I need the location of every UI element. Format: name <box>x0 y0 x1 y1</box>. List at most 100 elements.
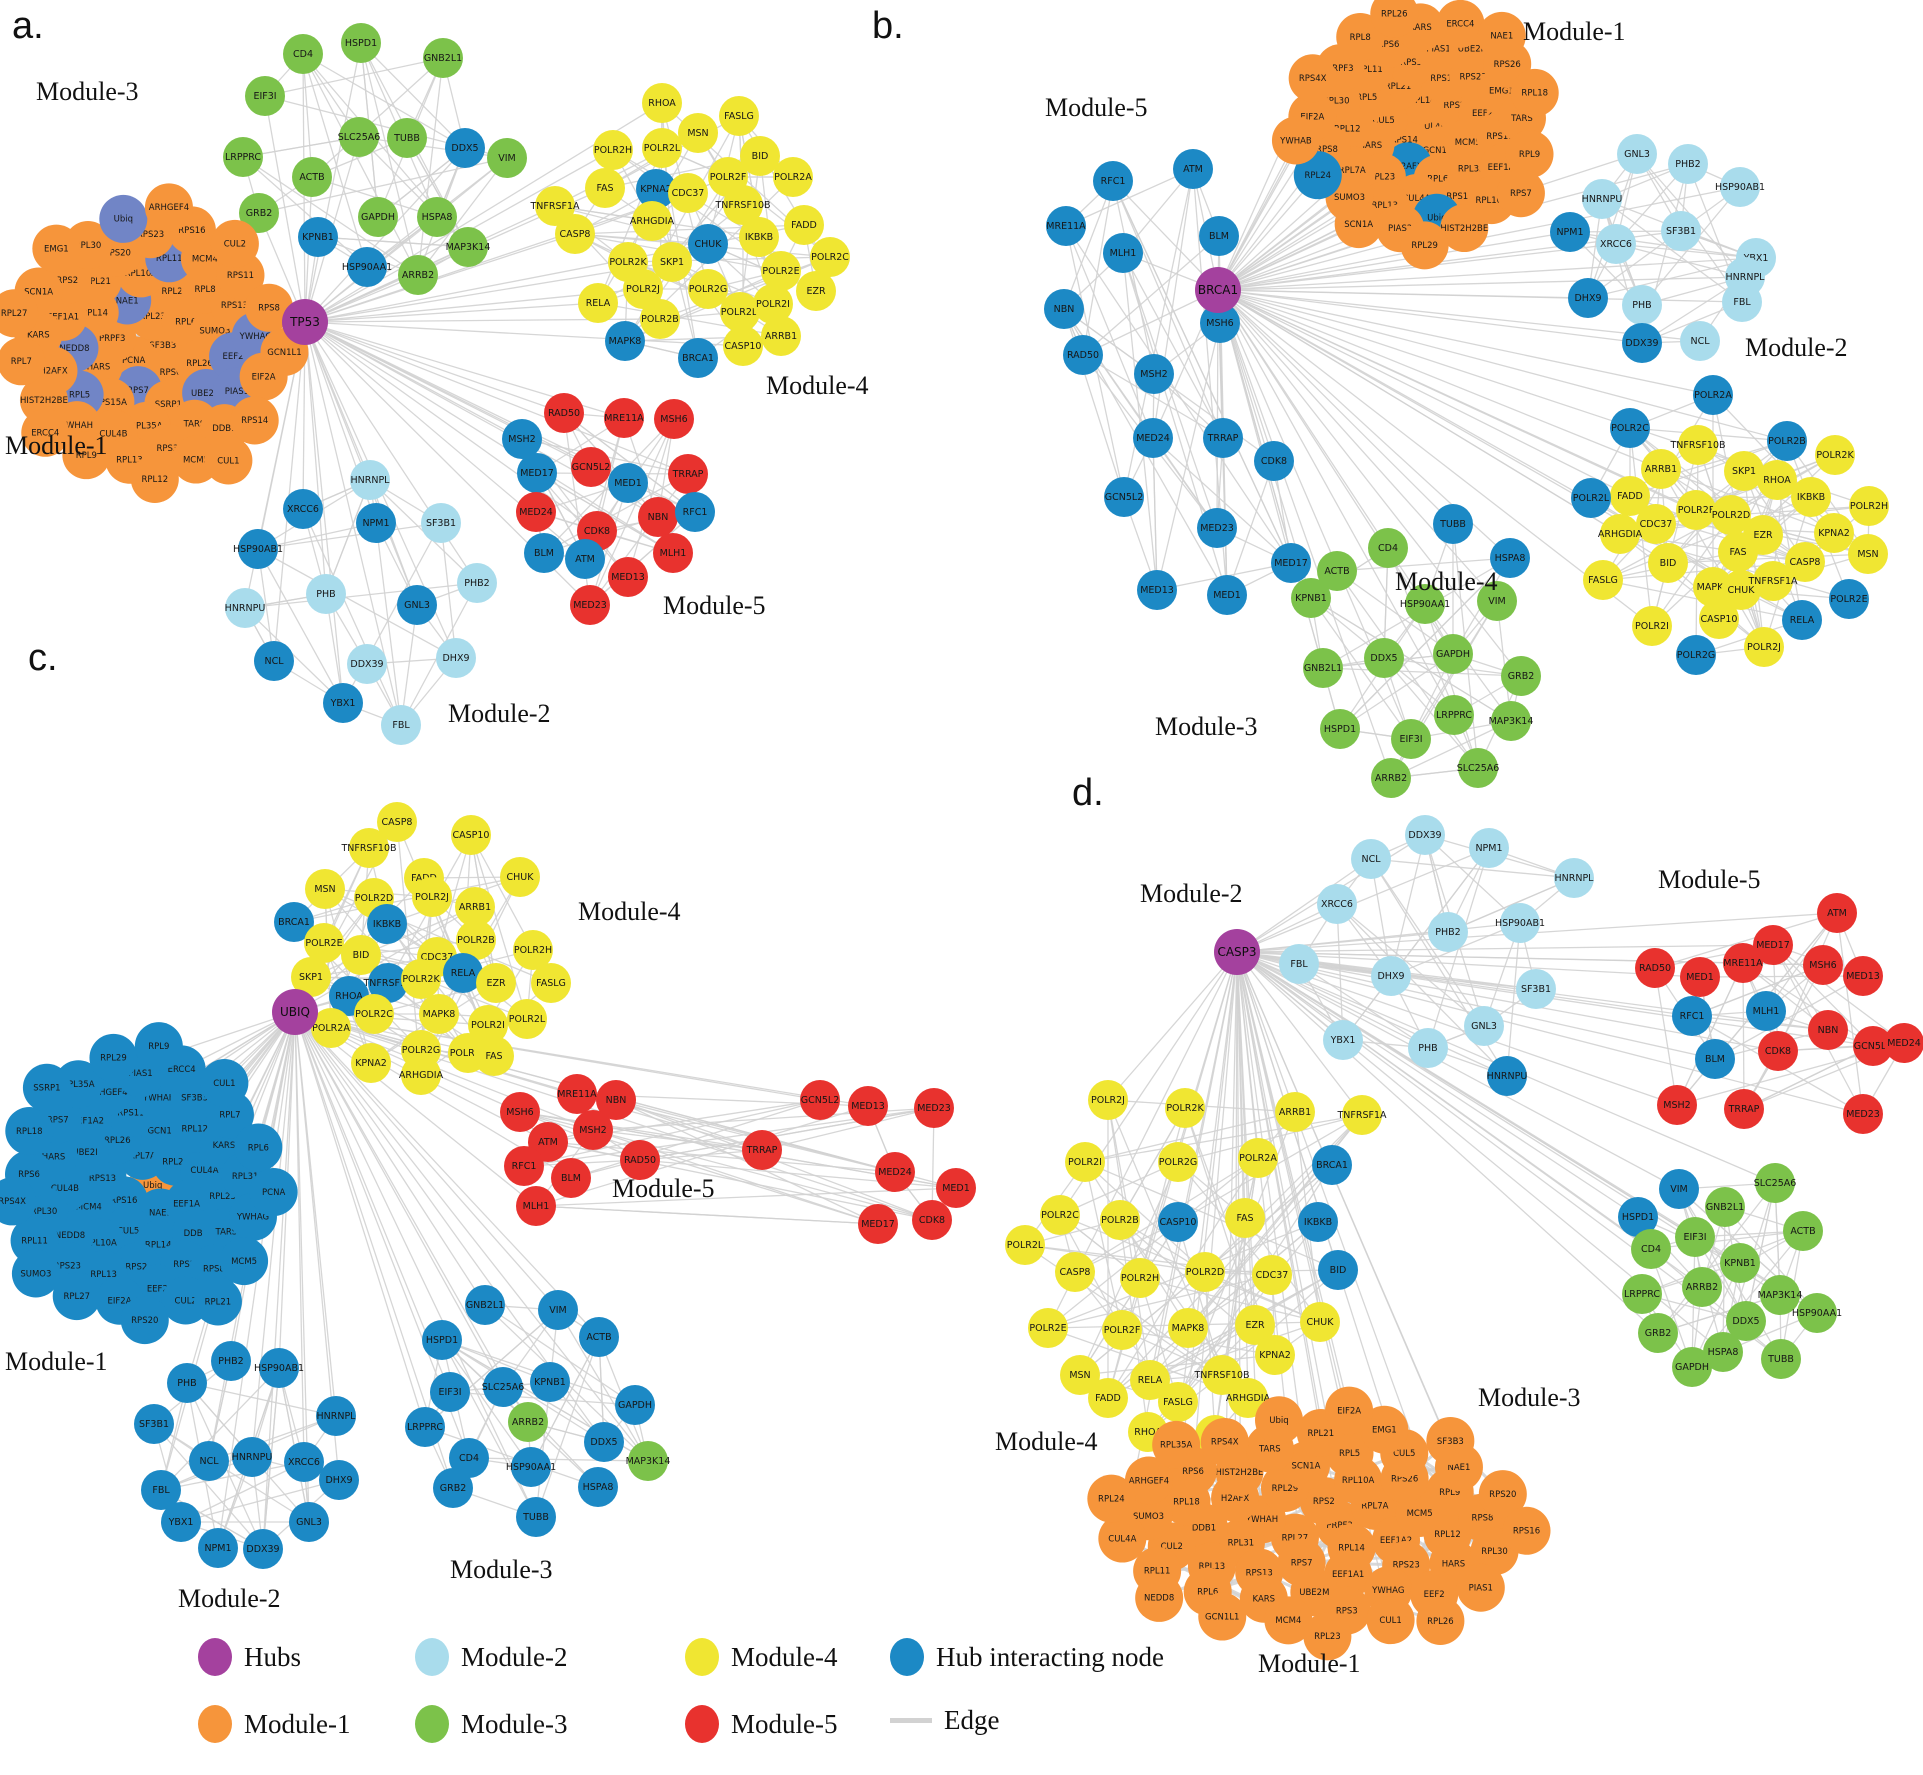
svg-text:SF3B3: SF3B3 <box>181 1094 208 1104</box>
svg-text:FAS: FAS <box>596 183 613 194</box>
edge <box>1336 570 1479 769</box>
svg-text:TARS: TARS <box>183 420 206 430</box>
svg-text:CUL1: CUL1 <box>213 1079 235 1089</box>
node-SF3B1: SF3B1 <box>134 1404 174 1444</box>
edge <box>1217 231 1571 291</box>
svg-text:RPS15A: RPS15A <box>94 398 127 408</box>
node-ACTB: ACTB <box>1317 551 1357 591</box>
svg-text:NBN: NBN <box>606 1095 627 1106</box>
node-TNFRSF1A: TNFRSF1A <box>529 186 580 226</box>
svg-text:EMG1: EMG1 <box>1372 1426 1397 1436</box>
svg-text:POLR2D: POLR2D <box>1712 510 1750 521</box>
svg-text:MCM4: MCM4 <box>192 254 218 264</box>
node-RPL26: RPL26 <box>1416 1596 1465 1645</box>
edge <box>1217 289 1662 470</box>
edge <box>1217 289 1714 396</box>
edge <box>1695 444 1699 656</box>
node-VIM: VIM <box>487 138 527 178</box>
node-MSN: MSN <box>1848 534 1888 574</box>
edge <box>1678 1188 1747 1322</box>
node-EZR: EZR <box>796 271 836 311</box>
svg-text:MCM4: MCM4 <box>1275 1616 1301 1626</box>
node-KPNA2: KPNA2 <box>1255 1335 1295 1375</box>
svg-text:FBL: FBL <box>152 1485 170 1496</box>
svg-text:CUL4A: CUL4A <box>1402 194 1430 204</box>
svg-text:POLR2H: POLR2H <box>594 145 632 156</box>
legend-item-module-1: Module-1 <box>198 1705 350 1743</box>
edge <box>1217 289 1454 525</box>
node-RPL8: RPL8 <box>1336 12 1385 61</box>
svg-text:ARRB1: ARRB1 <box>765 331 797 342</box>
svg-text:GNL3: GNL3 <box>1471 1021 1497 1032</box>
svg-text:PIAS1: PIAS1 <box>1426 45 1450 55</box>
module-2-swatch <box>415 1638 449 1676</box>
node-MAP3K14: MAP3K14 <box>626 1441 670 1481</box>
svg-text:MLH1: MLH1 <box>1753 1006 1780 1017</box>
svg-text:YWHAB: YWHAB <box>1279 136 1312 146</box>
node-SKP1: SKP1 <box>1724 451 1764 491</box>
svg-text:RAD50: RAD50 <box>548 408 580 419</box>
node-POLR2K: POLR2K <box>1815 435 1855 475</box>
edge <box>1204 1271 1216 1436</box>
node-LRPPRC: LRPPRC <box>405 1407 445 1447</box>
edge <box>1084 1114 1363 1163</box>
legend-item-module-2: Module-2 <box>415 1638 567 1676</box>
svg-text:ERCC4: ERCC4 <box>31 429 59 439</box>
edge <box>1079 1354 1276 1376</box>
svg-text:VIM: VIM <box>498 153 516 164</box>
node-RPL7: RPL7 <box>0 337 46 386</box>
svg-text:IKBKB: IKBKB <box>1797 492 1825 503</box>
node-CASP10: CASP10 <box>723 326 763 366</box>
node-HNRNPU: HNRNPU <box>1582 179 1622 219</box>
svg-text:POLR2G: POLR2G <box>1677 650 1716 661</box>
svg-text:HSP90AB1: HSP90AB1 <box>1495 918 1545 929</box>
svg-text:RPS14: RPS14 <box>241 416 268 426</box>
svg-text:POLR2I: POLR2I <box>471 1020 505 1031</box>
node-FBL: FBL <box>381 705 421 745</box>
svg-text:NPM1: NPM1 <box>204 1543 231 1554</box>
svg-text:NAE1: NAE1 <box>149 1208 172 1218</box>
node-GCN5L2: GCN5L2 <box>571 447 611 487</box>
edge <box>304 321 327 595</box>
labels-layer: Module-4 Module-5 Module-1 Module-2 Module-3… <box>5 637 715 1613</box>
node-SLC25A6: SLC25A6 <box>338 117 380 157</box>
svg-text:RPL21: RPL21 <box>1308 1429 1335 1439</box>
node-MED17: MED17 <box>1753 925 1793 965</box>
node-GNB2L1: GNB2L1 <box>1303 648 1343 688</box>
svg-text:TRRAP: TRRAP <box>1207 433 1239 444</box>
labels-layer: Module-2 Module-5 Module-3 Module-4 Module-1… <box>995 772 1761 1678</box>
svg-text:POLR2K: POLR2K <box>402 974 440 985</box>
svg-text:NBN: NBN <box>1054 304 1075 315</box>
svg-text:EIF3I: EIF3I <box>1399 734 1422 745</box>
node-MCM5: MCM5 <box>220 1237 269 1286</box>
svg-text:RPL10A: RPL10A <box>125 269 158 279</box>
node-NBN: NBN <box>638 497 678 537</box>
svg-text:CASP10: CASP10 <box>453 830 490 841</box>
node-CHUK: CHUK <box>500 857 540 897</box>
svg-text:RPS8: RPS8 <box>203 1265 225 1275</box>
svg-text:RPL11: RPL11 <box>1356 65 1383 75</box>
node-FAS: FAS <box>1718 532 1758 572</box>
node-TNFRSF1A: TNFRSF1A <box>1747 561 1798 601</box>
edge <box>1742 962 1745 1110</box>
edge <box>468 1457 649 1462</box>
svg-text:SF3B3: SF3B3 <box>1437 1437 1464 1447</box>
svg-text:PHB: PHB <box>1418 1043 1437 1054</box>
node-BRCA1: BRCA1 <box>1312 1145 1352 1185</box>
node-RFC1: RFC1 <box>675 492 715 532</box>
node-IKBKB: IKBKB <box>1791 477 1831 517</box>
svg-text:RPS20: RPS20 <box>1489 1490 1516 1500</box>
edge <box>627 418 675 578</box>
svg-text:EEF1A1: EEF1A1 <box>1332 1570 1364 1580</box>
node-HSP90AB1: HSP90AB1 <box>254 1348 304 1388</box>
svg-text:RPL29: RPL29 <box>162 287 189 297</box>
edge <box>659 256 831 320</box>
node-GNL3: GNL3 <box>397 585 437 625</box>
legend-label: Hub interacting node <box>936 1641 1164 1672</box>
node-MAPK8: MAPK8 <box>1168 1308 1208 1348</box>
node-POLR2I: POLR2I <box>1065 1142 1105 1182</box>
node-RPS7: RPS7 <box>1496 169 1545 218</box>
node-POLR2L: POLR2L <box>507 999 547 1039</box>
svg-text:SSRP1: SSRP1 <box>33 1084 60 1094</box>
svg-text:TRRAP: TRRAP <box>746 1145 778 1156</box>
